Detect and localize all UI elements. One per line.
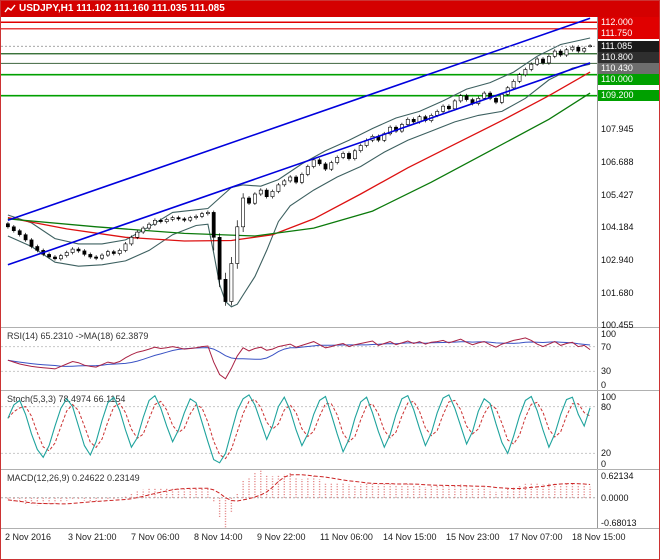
time-label: 8 Nov 14:00 — [194, 532, 243, 542]
macd-axis-label: -0.68013 — [601, 518, 637, 528]
pane-separator[interactable] — [1, 528, 659, 529]
time-label: 3 Nov 21:00 — [68, 532, 117, 542]
macd-chart-canvas[interactable] — [1, 470, 597, 528]
rsi-axis-label: 30 — [601, 366, 612, 377]
price-axis-label: 106.688 — [601, 156, 634, 167]
axis-separator — [597, 17, 598, 529]
time-label: 11 Nov 06:00 — [320, 532, 373, 542]
macd-label: MACD(12,26,9) 0.24622 0.23149 — [7, 473, 140, 483]
rsi-axis-label: 70 — [601, 341, 612, 352]
price-axis-label: 105.427 — [601, 189, 634, 200]
price-tag: 110.000 — [598, 73, 659, 85]
price-tag: 110.430 — [598, 62, 659, 74]
rsi-label: RSI(14) 65.2310 ->MA(18) 62.3879 — [7, 331, 149, 341]
rsi-chart-canvas[interactable] — [1, 328, 597, 390]
chart-icon — [4, 4, 16, 13]
price-tag: 111.750 — [598, 28, 659, 39]
price-tag: 110.800 — [598, 51, 659, 63]
time-label: 9 Nov 22:00 — [257, 532, 306, 542]
time-label: 7 Nov 06:00 — [131, 532, 180, 542]
symbol-info-bar: USDJPY,H1 111.102 111.160 111.035 111.08… — [1, 1, 659, 17]
price-axis-label: 100.455 — [601, 320, 634, 331]
rsi-axis-label: 100 — [601, 329, 617, 339]
pane-separator[interactable] — [1, 469, 659, 470]
time-label: 14 Nov 15:00 — [383, 532, 437, 542]
time-label: 15 Nov 23:00 — [446, 532, 500, 542]
price-axis-label: 102.940 — [601, 254, 634, 265]
time-label: 17 Nov 07:00 — [509, 532, 563, 542]
time-label: 2 Nov 2016 — [5, 532, 52, 542]
symbol-ohlc-text: USDJPY,H1 111.102 111.160 111.035 111.08… — [19, 3, 225, 14]
stoch-axis-label: 20 — [601, 448, 612, 459]
price-tag: 109.200 — [598, 90, 659, 102]
stoch-chart-canvas[interactable] — [1, 391, 597, 469]
price-tag: 112.000 — [598, 17, 659, 28]
stoch-axis-label: 0 — [601, 459, 607, 469]
stoch-axis-label: 80 — [601, 401, 612, 412]
time-label: 18 Nov 15:00 — [572, 532, 626, 542]
price-tag: 111.085 — [598, 40, 659, 52]
macd-axis-label: 0.0000 — [601, 492, 629, 503]
price-axis-label: 101.680 — [601, 287, 634, 298]
macd-axis-label: 0.62134 — [601, 471, 634, 481]
rsi-axis-label: 0 — [601, 380, 607, 390]
main-chart-canvas[interactable] — [1, 17, 597, 327]
pane-separator[interactable] — [1, 390, 659, 391]
price-axis-label: 104.184 — [601, 222, 634, 233]
stoch-axis-label: 100 — [601, 392, 617, 402]
pane-separator[interactable] — [1, 327, 659, 328]
price-axis-label: 107.945 — [601, 123, 634, 134]
